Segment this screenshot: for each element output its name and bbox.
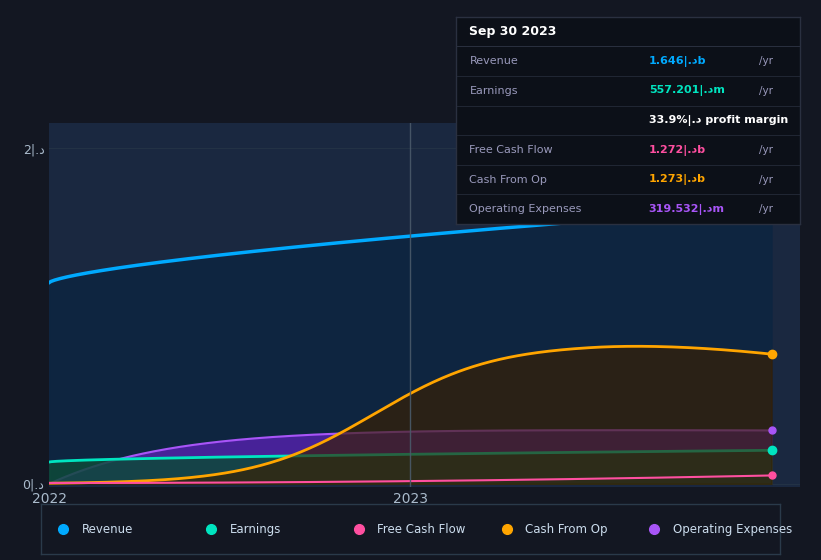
Text: Revenue: Revenue xyxy=(82,522,133,536)
Text: Free Cash Flow: Free Cash Flow xyxy=(470,145,553,155)
Text: 557.201|.دm: 557.201|.دm xyxy=(649,85,725,96)
Text: Earnings: Earnings xyxy=(230,522,281,536)
Text: Cash From Op: Cash From Op xyxy=(525,522,608,536)
Text: /yr: /yr xyxy=(759,86,773,96)
Text: Operating Expenses: Operating Expenses xyxy=(673,522,792,536)
Text: Cash From Op: Cash From Op xyxy=(470,175,548,185)
Text: /yr: /yr xyxy=(759,145,773,155)
Text: Sep 30 2023: Sep 30 2023 xyxy=(470,25,557,38)
Text: Earnings: Earnings xyxy=(470,86,518,96)
Text: Free Cash Flow: Free Cash Flow xyxy=(378,522,466,536)
Text: Revenue: Revenue xyxy=(470,56,518,66)
Text: 1.272|.دb: 1.272|.دb xyxy=(649,144,706,156)
Text: 1.646|.دb: 1.646|.دb xyxy=(649,55,706,67)
Text: 1.273|.دb: 1.273|.دb xyxy=(649,174,706,185)
Text: Operating Expenses: Operating Expenses xyxy=(470,204,582,214)
Text: 33.9%|.د profit margin: 33.9%|.د profit margin xyxy=(649,115,788,126)
Text: /yr: /yr xyxy=(759,175,773,185)
Text: /yr: /yr xyxy=(759,204,773,214)
Text: 319.532|.دm: 319.532|.دm xyxy=(649,204,725,214)
Text: /yr: /yr xyxy=(759,56,773,66)
